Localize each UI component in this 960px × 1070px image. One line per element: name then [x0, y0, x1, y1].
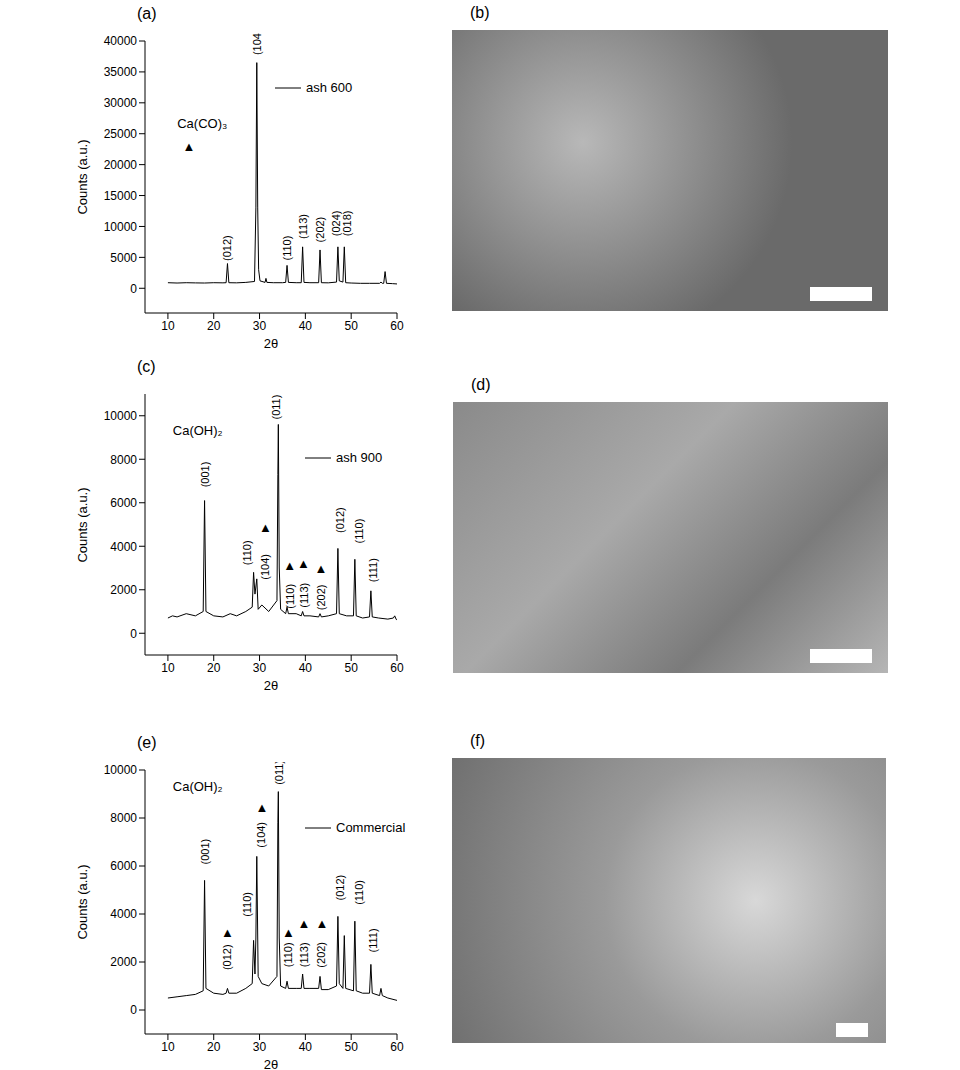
svg-text:▲: ▲ — [259, 520, 272, 535]
svg-text:10000: 10000 — [104, 220, 138, 234]
svg-text:▲: ▲ — [283, 558, 296, 573]
svg-text:(001): (001) — [199, 462, 211, 488]
svg-text:(110): (110) — [241, 892, 253, 917]
svg-text:50: 50 — [345, 319, 359, 333]
svg-text:20: 20 — [207, 661, 221, 675]
svg-text:2θ: 2θ — [264, 1057, 278, 1069]
svg-text:60: 60 — [390, 1040, 404, 1054]
svg-text:Ca(CO)₃: Ca(CO)₃ — [177, 116, 227, 131]
svg-text:(202): (202) — [315, 585, 327, 611]
html-text:(c): (c) — [137, 358, 156, 375]
svg-text:(110): (110) — [281, 236, 293, 261]
svg-text:(110): (110) — [353, 880, 365, 905]
svg-text:0: 0 — [130, 282, 137, 296]
svg-text:6000: 6000 — [110, 859, 137, 873]
svg-text:▲: ▲ — [297, 556, 310, 571]
svg-text:50: 50 — [345, 1040, 359, 1054]
svg-text:(202): (202) — [315, 942, 327, 968]
svg-text:(110): (110) — [353, 519, 365, 544]
svg-text:20: 20 — [207, 1040, 221, 1054]
svg-text:10000: 10000 — [104, 409, 138, 423]
svg-text:15000: 15000 — [104, 189, 138, 203]
svg-text:(113): (113) — [298, 942, 310, 967]
svg-text:▲: ▲ — [315, 916, 328, 931]
svg-text:30: 30 — [253, 319, 267, 333]
svg-text:10: 10 — [161, 661, 175, 675]
svg-text:(012): (012) — [334, 875, 346, 901]
html-text:ash 600: ash 600 — [306, 80, 353, 95]
svg-text:(024): (024) — [330, 210, 343, 237]
html-text:(a): (a) — [137, 5, 157, 22]
svg-text:(001): (001) — [199, 839, 211, 865]
svg-text:2θ: 2θ — [264, 336, 278, 348]
svg-text:30: 30 — [253, 1040, 267, 1054]
svg-text:8000: 8000 — [110, 453, 137, 467]
svg-text:40: 40 — [299, 661, 313, 675]
svg-text:4000: 4000 — [110, 907, 137, 921]
svg-text:▲: ▲ — [183, 139, 196, 154]
svg-text:(202): (202) — [314, 217, 326, 243]
html-text:Counts (a.u.): Counts (a.u.) — [74, 486, 90, 563]
svg-text:40: 40 — [299, 319, 313, 333]
svg-text:2000: 2000 — [110, 955, 137, 969]
svg-text:5000: 5000 — [110, 251, 137, 265]
svg-text:50: 50 — [345, 661, 359, 675]
html-text:Counts (a.u.): Counts (a.u.) — [74, 864, 90, 940]
svg-text:(110): (110) — [284, 584, 296, 609]
svg-text:▲: ▲ — [282, 925, 295, 940]
html-text:ash 900: ash 900 — [336, 450, 383, 465]
svg-text:4000: 4000 — [110, 540, 137, 554]
html-text:(b): (b) — [470, 4, 490, 21]
svg-text:8000: 8000 — [110, 811, 137, 825]
svg-text:10: 10 — [161, 1040, 175, 1054]
svg-text:Ca(OH)₂: Ca(OH)₂ — [173, 423, 223, 438]
svg-text:6000: 6000 — [110, 496, 137, 510]
svg-text:(104): (104) — [260, 554, 272, 580]
svg-text:(113): (113) — [298, 583, 310, 608]
svg-text:(111): (111) — [367, 558, 379, 582]
svg-text:(012): (012) — [334, 507, 346, 533]
svg-text:35000: 35000 — [104, 65, 138, 79]
svg-text:(113): (113) — [297, 214, 309, 239]
svg-text:(110): (110) — [241, 540, 253, 565]
svg-text:(111): (111) — [367, 928, 379, 952]
svg-text:10000: 10000 — [104, 763, 138, 777]
svg-text:25000: 25000 — [104, 127, 138, 141]
svg-text:(110): (110) — [282, 942, 294, 967]
svg-text:(011): (011) — [270, 395, 282, 420]
svg-text:30: 30 — [253, 661, 267, 675]
svg-text:(104): (104) — [251, 33, 263, 55]
html-text:Commercial: Commercial — [336, 820, 406, 835]
svg-text:▲: ▲ — [298, 916, 311, 931]
svg-text:(012): (012) — [221, 235, 233, 261]
html-text:(e): (e) — [137, 734, 157, 751]
html-text:(f): (f) — [470, 732, 486, 749]
svg-text:(104): (104) — [255, 822, 267, 848]
svg-text:0: 0 — [130, 1003, 137, 1017]
html-text:(d): (d) — [471, 376, 491, 393]
svg-text:(011): (011) — [273, 762, 285, 785]
svg-text:(018): (018) — [341, 211, 353, 237]
svg-text:40: 40 — [299, 1040, 313, 1054]
svg-text:30000: 30000 — [104, 96, 138, 110]
svg-text:0: 0 — [130, 627, 137, 641]
svg-text:Ca(OH)₂: Ca(OH)₂ — [173, 779, 223, 794]
svg-text:40000: 40000 — [104, 34, 138, 48]
svg-text:20: 20 — [207, 319, 221, 333]
svg-text:(012): (012) — [221, 944, 233, 970]
svg-text:10: 10 — [161, 319, 175, 333]
svg-text:2000: 2000 — [110, 583, 137, 597]
svg-text:▲: ▲ — [315, 561, 328, 576]
svg-text:60: 60 — [390, 661, 404, 675]
svg-text:20000: 20000 — [104, 158, 138, 172]
svg-text:▲: ▲ — [221, 925, 234, 940]
html-text:Counts (a.u.): Counts (a.u.) — [74, 139, 90, 215]
svg-text:60: 60 — [390, 319, 404, 333]
svg-text:2θ: 2θ — [264, 678, 278, 690]
svg-text:▲: ▲ — [255, 800, 268, 815]
